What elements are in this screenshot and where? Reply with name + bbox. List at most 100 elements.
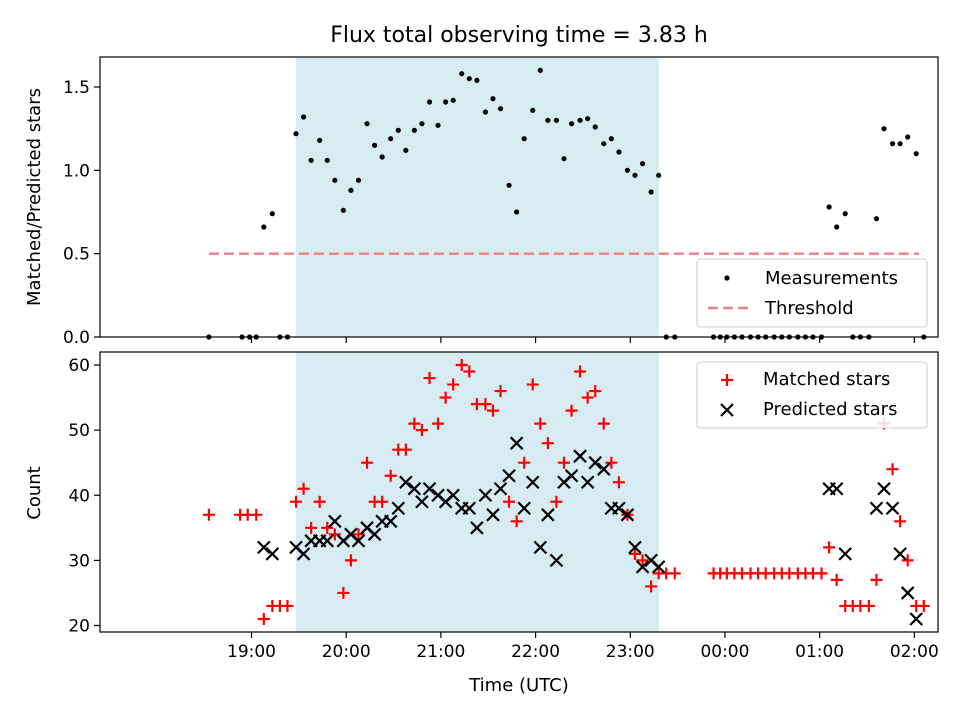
- y-tick-label: 0.0: [63, 328, 90, 348]
- legend-threshold-label: Threshold: [764, 298, 854, 319]
- bottom-plot-frame: [99, 351, 939, 633]
- y-tick-label: 20: [68, 616, 90, 636]
- matched-star-point: [526, 378, 539, 391]
- measurement-point: [388, 136, 394, 142]
- measurement-point: [269, 211, 275, 217]
- measurement-point: [308, 157, 314, 163]
- matched-star-point: [352, 528, 365, 541]
- y-tick-label: 1.5: [63, 78, 90, 98]
- predicted-star-point: [383, 514, 398, 529]
- measurement-point: [842, 211, 848, 217]
- predicted-star-point: [885, 501, 900, 516]
- measurement-point: [834, 224, 840, 230]
- measurement-point: [355, 177, 362, 183]
- matched-star-point: [423, 372, 436, 385]
- measurement-point: [293, 131, 299, 137]
- predicted-star-point: [328, 514, 342, 529]
- predicted-star-point: [549, 553, 564, 568]
- matched-star-point: [250, 508, 263, 521]
- measurement-point: [426, 99, 433, 105]
- legend-matched-marker: [721, 374, 733, 386]
- matched-star-point: [432, 417, 445, 430]
- measurement-point: [450, 97, 456, 103]
- predicted-star-point: [541, 508, 555, 522]
- predicted-star-point: [596, 462, 611, 476]
- matched-star-point: [447, 378, 460, 391]
- y-tick-label: 1.0: [63, 161, 90, 181]
- predicted-star-point: [533, 540, 548, 555]
- measurement-point: [553, 117, 560, 123]
- top-y-ticks: 0.0 0.5 1.0 1.5: [63, 78, 100, 348]
- measurement-point: [873, 216, 880, 222]
- top-plot-frame: [99, 56, 939, 338]
- measurement-point: [324, 157, 330, 163]
- y-tick-label: 0.5: [63, 245, 90, 265]
- matched-star-point: [202, 508, 215, 521]
- measurement-point: [497, 106, 504, 112]
- predicted-star-point: [651, 560, 666, 574]
- measurement-point: [317, 137, 323, 143]
- matched-star-point: [589, 385, 602, 398]
- predicted-star-point: [564, 468, 579, 483]
- matched-star-point: [612, 476, 625, 489]
- y-tick-label: 60: [68, 356, 90, 376]
- predicted-star-point: [265, 547, 280, 561]
- x-tick-label: 01:00: [795, 642, 844, 662]
- matched-star-point: [313, 495, 326, 508]
- predicted-star-point: [367, 527, 382, 542]
- matched-star-point: [376, 495, 389, 508]
- matched-star-point: [494, 385, 507, 398]
- predicted-star-point: [391, 501, 406, 516]
- predicted-star-point: [351, 534, 366, 548]
- measurement-point: [300, 114, 307, 120]
- measurement-point: [592, 124, 598, 130]
- measurement-point: [364, 121, 370, 127]
- top-panel: 0.0 0.5 1.0 1.5 Matched/Predicted stars Mea…: [24, 56, 939, 348]
- measurement-point: [601, 141, 607, 147]
- matched-star-point: [281, 599, 294, 612]
- x-tick-label: 23:00: [606, 642, 655, 662]
- predicted-star-point: [909, 612, 923, 626]
- measurement-point: [419, 121, 425, 127]
- x-axis-label: Time (UTC): [468, 675, 569, 696]
- predicted-star-point: [829, 481, 844, 496]
- measurement-point: [889, 141, 896, 147]
- measurement-point: [371, 142, 378, 148]
- matched-star-point: [257, 612, 270, 625]
- predicted-star-point: [893, 547, 907, 561]
- matched-star-point: [463, 365, 476, 378]
- predicted-star-point: [493, 481, 508, 496]
- matched-star-point: [862, 599, 875, 612]
- legend-predicted-marker: [720, 403, 734, 417]
- predicted-star-point: [517, 501, 531, 516]
- matched-star-point: [503, 495, 516, 508]
- bottom-legend-box: [696, 361, 928, 429]
- chart-title: Flux total observing time = 3.83 h: [330, 23, 708, 48]
- matched-star-point: [894, 515, 907, 528]
- measurement-point: [506, 182, 512, 188]
- measurement-point: [648, 189, 654, 195]
- predicted-star-point: [635, 560, 650, 574]
- measurement-point: [577, 117, 583, 123]
- matched-star-point: [823, 541, 836, 554]
- matched-star-point: [581, 391, 594, 404]
- bottom-x-ticks: 19:00 20:00 21:00 22:00 23:00 00:00 01:00 02:00: [227, 632, 939, 662]
- bottom-y-axis-label: Count: [24, 466, 45, 519]
- predicted-star-point: [612, 501, 626, 516]
- matched-star-point: [297, 482, 310, 495]
- matched-stars-points: [202, 359, 930, 625]
- predicted-star-point: [588, 455, 603, 470]
- measurement-point: [568, 121, 575, 127]
- matched-star-point: [541, 437, 554, 450]
- matched-star-point: [337, 586, 350, 599]
- measurement-point: [521, 136, 527, 142]
- measurement-point: [905, 134, 911, 140]
- matched-star-point: [830, 573, 843, 586]
- matched-star-point: [870, 573, 883, 586]
- legend-measurements-marker: [724, 275, 730, 281]
- bottom-highlight-span: [296, 352, 659, 632]
- measurement-point: [395, 127, 401, 133]
- measurement-point: [403, 147, 409, 153]
- matched-star-point: [534, 417, 547, 430]
- predicted-stars-points: [257, 436, 923, 626]
